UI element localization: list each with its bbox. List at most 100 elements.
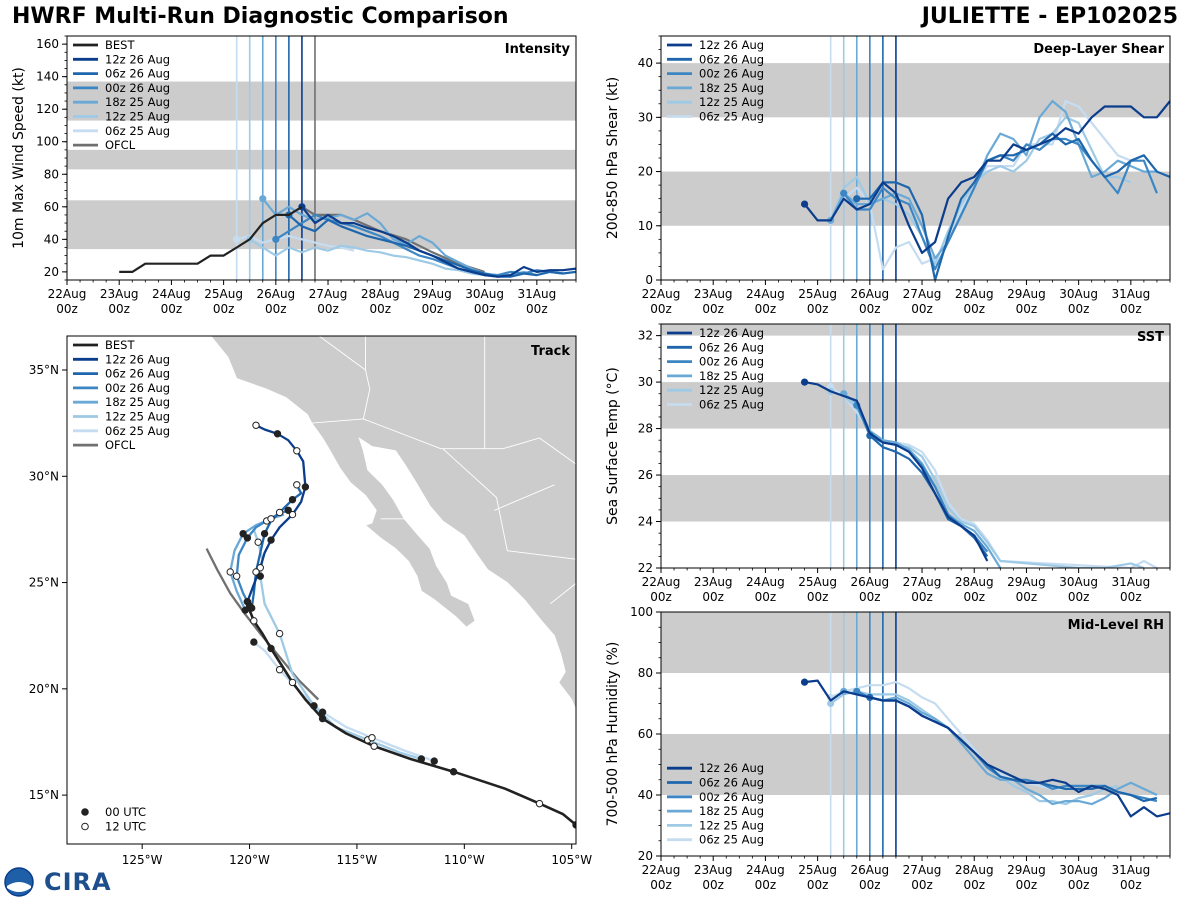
legend-label: 00z 26 Aug	[105, 381, 170, 395]
noaa-emblem-icon	[4, 867, 34, 897]
track-point-12utc	[535, 799, 544, 808]
legend-label: 06z 26 Aug	[699, 340, 764, 354]
threshold-band	[661, 475, 1170, 522]
track-point-00utc	[284, 506, 292, 514]
series-start-point	[840, 189, 848, 197]
legend-label: 00z 26 Aug	[699, 355, 764, 369]
y-tick-label: 15°N	[29, 788, 59, 802]
series-group	[800, 678, 1170, 818]
y-axis-label: Sea Surface Temp (°C)	[605, 367, 621, 525]
y-tick-label: 20	[638, 849, 653, 863]
track-point-00utc	[273, 430, 282, 438]
track-point-12utc	[226, 568, 234, 576]
series-start-point	[827, 699, 835, 708]
state-border	[318, 336, 366, 371]
series-start-point	[272, 235, 280, 243]
x-tick-label: 24Aug 00z	[746, 863, 785, 892]
series-line-06z-25-aug	[830, 680, 1105, 791]
track-point-12utc	[275, 629, 284, 638]
x-tick-label: 110°W	[444, 853, 485, 867]
track-point-00utc	[449, 768, 458, 776]
track-panel: 15°N 20°N 25°N 30°N 35°N 125°W 120°W 115°W 110°W…	[29, 335, 592, 867]
y-tick-label: 100	[630, 605, 653, 619]
panel-title: Mid-Level RH	[1068, 618, 1164, 633]
legend-label: 06z 26 Aug	[105, 67, 170, 81]
sst-panel: 22 24 26 28 30 32 22Aug 00z 23Aug 00z 24Aug 00z 25Au…	[605, 323, 1171, 604]
intensity-panel: 20 40 60 80 100 120 140 160 22Aug 00z 23Aug 00z 24Au…	[11, 35, 577, 316]
legend-label: 06z 25 Aug	[105, 124, 170, 138]
shear-panel: 0 10 20 30 40 22Aug 00z 23Aug 00z 24Aug 00z 25Aug 00…	[605, 35, 1171, 316]
y-tick-label: 22	[638, 561, 653, 575]
legend-label: 18z 25 Aug	[699, 81, 764, 95]
track-point-12utc	[254, 538, 262, 546]
x-tick-label: 27Aug 00z	[903, 575, 942, 604]
x-tick-label: 26Aug 00z	[850, 575, 889, 604]
y-tick-label: 10	[638, 219, 653, 233]
panel-title: SST	[1137, 330, 1164, 345]
y-tick-label: 24	[638, 515, 653, 529]
y-tick-label: 28	[638, 422, 653, 436]
x-tick-label: 24Aug 00z	[746, 575, 785, 604]
series-start-point	[233, 235, 241, 243]
y-tick-label: 30°N	[29, 469, 59, 483]
x-tick-label: 29Aug 00z	[1007, 575, 1046, 604]
x-tick-label: 28Aug 00z	[361, 287, 400, 316]
series-line-ofcl	[301, 205, 485, 273]
state-border	[362, 336, 371, 419]
x-tick-label: 22Aug 00z	[642, 575, 681, 604]
x-tick-label: 29Aug 00z	[1007, 863, 1046, 892]
series-line-12z-26-aug	[804, 381, 989, 562]
y-tick-label: 26	[638, 468, 653, 482]
series-line-06z-25-aug	[236, 235, 355, 252]
legend-label: 00z 26 Aug	[105, 81, 170, 95]
track-point-00utc	[250, 638, 258, 646]
plot-frame	[660, 323, 1171, 569]
legend-label: 12z 26 Aug	[699, 761, 764, 775]
legend-label: 12z 25 Aug	[105, 110, 170, 124]
legend-label: BEST	[105, 338, 135, 352]
series-line-12z-26-aug	[803, 100, 1170, 254]
x-tick-label: 29Aug 00z	[1007, 287, 1046, 316]
track-point-00utc	[417, 755, 426, 763]
track-point-12utc	[288, 510, 297, 519]
series-start-point	[259, 195, 267, 203]
legend-label: 12z 26 Aug	[699, 38, 764, 52]
track-point-12utc	[275, 508, 284, 517]
y-tick-label: 40	[638, 56, 653, 70]
y-axis-label: 10m Max Wind Speed (kt)	[11, 67, 27, 249]
y-tick-label: 0	[645, 273, 653, 287]
panel-title: Intensity	[505, 42, 571, 57]
x-tick-label: 27Aug 00z	[309, 287, 348, 316]
x-tick-label: 26Aug 00z	[850, 863, 889, 892]
x-tick-label: 31Aug 00z	[1111, 575, 1150, 604]
x-tick-label: 105°W	[551, 853, 592, 867]
x-tick-label: 30Aug 00z	[1059, 863, 1098, 892]
series-line-12z-26-aug	[804, 679, 1170, 818]
x-tick-label: 31Aug 00z	[1111, 863, 1150, 892]
x-tick-label: 25Aug 00z	[798, 575, 837, 604]
legend-label: 00z 26 Aug	[699, 790, 764, 804]
legend-label: 18z 25 Aug	[699, 369, 764, 383]
track-point-12utc	[252, 421, 260, 429]
legend-label: 18z 25 Aug	[699, 804, 764, 818]
series-line-12z-26-aug	[301, 206, 576, 278]
y-tick-label: 80	[638, 666, 653, 680]
legend-label: 06z 25 Aug	[105, 424, 170, 438]
y-tick-label: 35°N	[29, 363, 59, 377]
track-point-00utc	[301, 483, 310, 491]
x-tick-label: 23Aug 00z	[694, 863, 733, 892]
x-tick-label: 24Aug 00z	[152, 287, 191, 316]
series-start-point	[800, 200, 809, 208]
x-tick-label: 22Aug 00z	[642, 863, 681, 892]
legend-label: BEST	[105, 38, 135, 52]
x-tick-label: 26Aug 00z	[850, 287, 889, 316]
legend-label: 12z 26 Aug	[699, 326, 764, 340]
track-point-12utc	[252, 568, 260, 576]
legend-label: 12z 26 Aug	[105, 52, 170, 66]
y-tick-label: 30	[638, 375, 653, 389]
